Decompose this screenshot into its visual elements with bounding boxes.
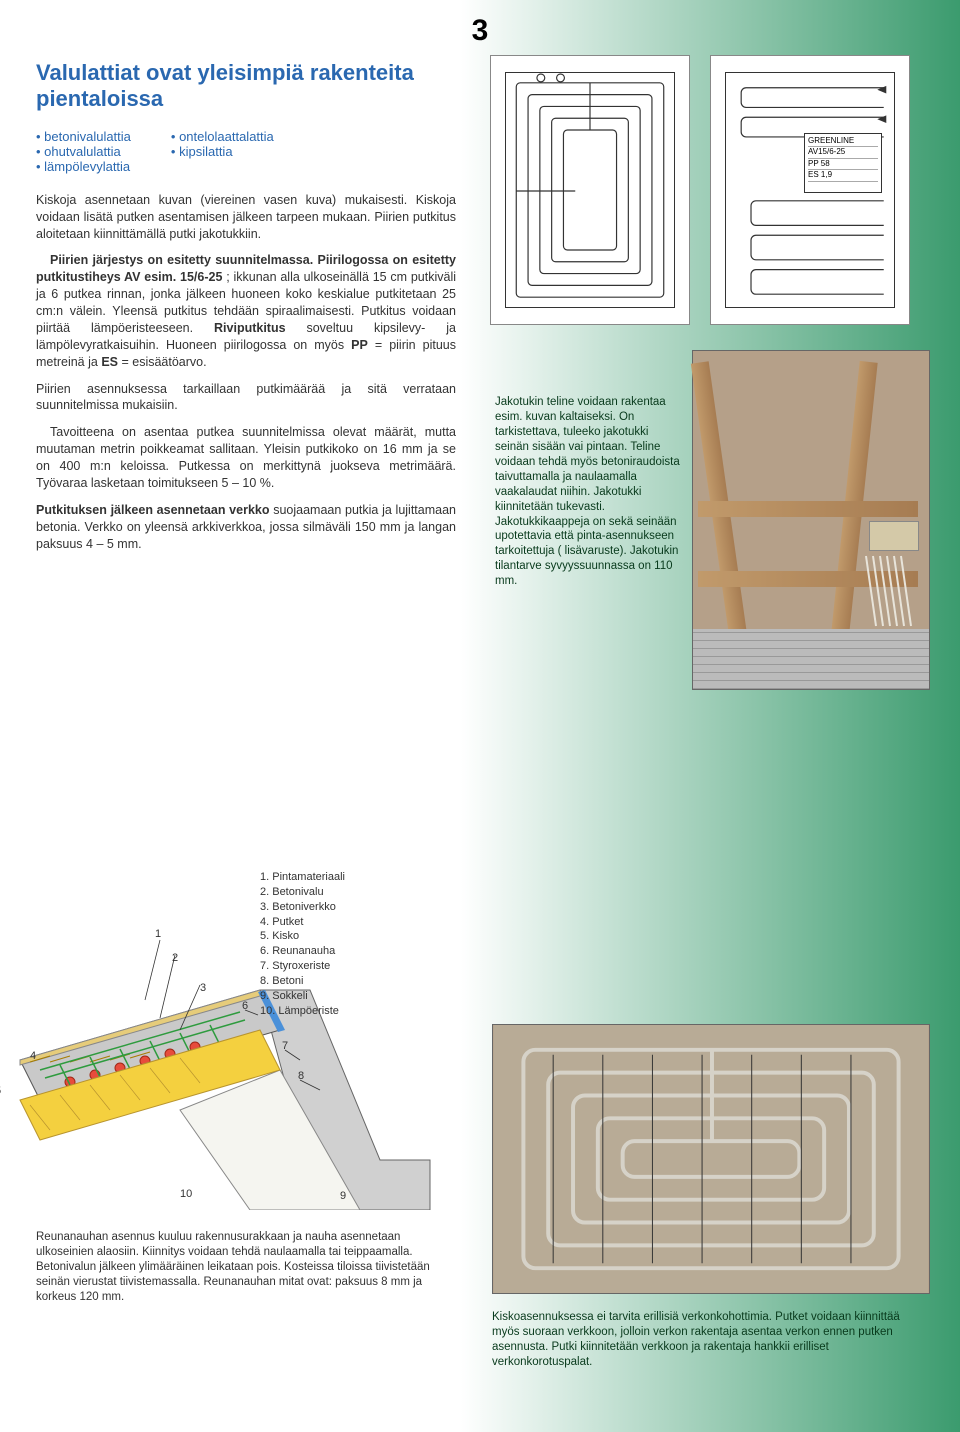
bullet-row: betonivalulattia ohutvalulattia lämpölev… (36, 129, 456, 174)
diagram-label: 4 (30, 1050, 36, 1062)
info-line: ES 1,9 (808, 170, 878, 181)
bullet-item: lämpölevylattia (36, 159, 131, 174)
text-bold: Putkituksen jälkeen asennetaan verkko (36, 503, 269, 517)
paragraph-4: Putkituksen jälkeen asennetaan verkko su… (36, 502, 456, 553)
diagram-label: 5 (0, 1085, 1, 1097)
left-column: Valulattiat ovat yleisimpiä rakenteita p… (36, 60, 456, 562)
info-line: GREENLINE (808, 136, 878, 147)
diagram-label: 3 (200, 982, 206, 994)
schematic-info-box: GREENLINE AV15/6-25 PP 58 ES 1,9 (804, 133, 882, 193)
cross-section-legend: 1. Pintamateriaali 2. Betonivalu 3. Beto… (260, 870, 345, 1018)
legend-item: 10. Lämpöeriste (260, 1004, 345, 1019)
diagram-label: 6 (242, 1000, 248, 1012)
legend-item: 3. Betoniverkko (260, 900, 345, 915)
pipe-layout-icon (506, 73, 674, 307)
bullet-list-left: betonivalulattia ohutvalulattia lämpölev… (36, 129, 131, 174)
legend-item: 7. Styroxeriste (260, 959, 345, 974)
bullet-item: betonivalulattia (36, 129, 131, 144)
bullet-item: kipsilattia (171, 144, 274, 159)
photo-floor-pipes (492, 1024, 930, 1294)
schematic-diagram-1 (490, 55, 690, 325)
legend-item: 9. Sokkeli (260, 989, 345, 1004)
info-line: PP 58 (808, 159, 878, 170)
paragraph-1: Kiskoja asennetaan kuvan (viereinen vase… (36, 192, 456, 243)
schematic-diagram-2: GREENLINE AV15/6-25 PP 58 ES 1,9 (710, 55, 910, 325)
legend-item: 5. Kisko (260, 929, 345, 944)
schematic-frame: GREENLINE AV15/6-25 PP 58 ES 1,9 (725, 72, 895, 308)
diagram-label: 10 (180, 1188, 192, 1200)
legend-item: 6. Reunanauha (260, 944, 345, 959)
photo1-caption: Jakotukin teline voidaan rakentaa esim. … (495, 395, 680, 589)
info-line: AV15/6-25 (808, 147, 878, 158)
diagram-label: 8 (298, 1070, 304, 1082)
paragraph-3b: Tavoitteena on asentaa putkea suunnitelm… (36, 424, 456, 492)
text-bold: Riviputkitus (214, 321, 286, 335)
paragraph-2: Piirien järjestys on esitetty suunnitelm… (36, 252, 456, 370)
diagram-label: 9 (340, 1190, 346, 1202)
diagram-label: 2 (172, 952, 178, 964)
manifold-pipes-icon (861, 551, 921, 631)
text-bold: ES (101, 355, 118, 369)
photo-manifold-frame (692, 350, 930, 690)
cross-section-svg (0, 930, 450, 1210)
schematic-frame (505, 72, 675, 308)
paragraph-3: Piirien asennuksessa tarkaillaan putkimä… (36, 381, 456, 415)
legend-item: 2. Betonivalu (260, 885, 345, 900)
bullet-item: ohutvalulattia (36, 144, 131, 159)
legend-item: 4. Putket (260, 915, 345, 930)
bullet-list-right: ontelolaattalattia kipsilattia (171, 129, 274, 174)
diagram-label: 7 (282, 1040, 288, 1052)
text: = esisäätöarvo. (118, 355, 207, 369)
spiral-pipes-icon (493, 1025, 929, 1293)
bullet-item: ontelolaattalattia (171, 129, 274, 144)
legend-item: 8. Betoni (260, 974, 345, 989)
cross-section-diagram: 1 2 3 4 5 6 7 8 9 10 (0, 930, 450, 1210)
bottom-right-caption: Kiskoasennuksessa ei tarvita erillisiä v… (492, 1310, 930, 1370)
page-title: Valulattiat ovat yleisimpiä rakenteita p… (36, 60, 456, 113)
page-number: 3 (472, 14, 489, 48)
text-bold: PP (351, 338, 368, 352)
bottom-left-caption: Reunanauhan asennus kuuluu rakennusurakk… (36, 1230, 441, 1305)
legend-item: 1. Pintamateriaali (260, 870, 345, 885)
diagram-label: 1 (155, 928, 161, 940)
